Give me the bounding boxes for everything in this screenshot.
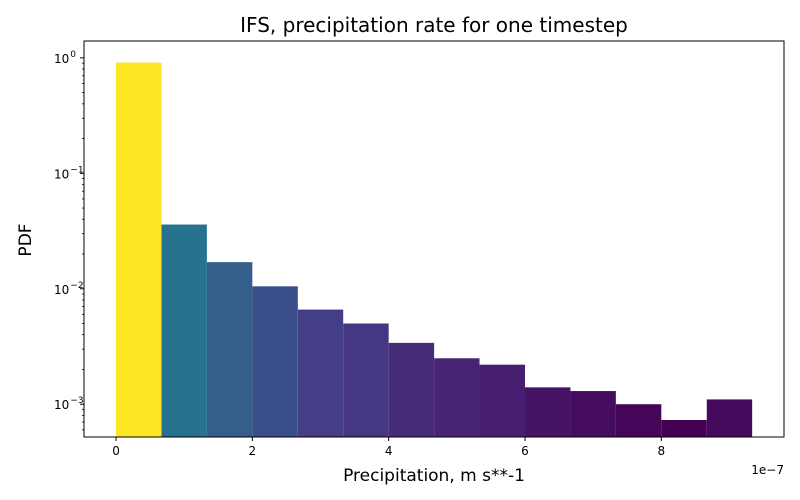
histogram-bar-8 bbox=[479, 364, 525, 437]
histogram-bar-3 bbox=[252, 286, 298, 437]
y-axis-ticks: 10−3 10−2 10−1 100 bbox=[54, 50, 84, 431]
histogram-bar-11 bbox=[615, 404, 662, 437]
x-tick-label-4: 8 bbox=[657, 444, 665, 458]
histogram-bars bbox=[116, 62, 753, 437]
histogram-bar-13 bbox=[706, 399, 753, 437]
y-axis-label: PDF bbox=[16, 223, 36, 256]
x-axis-offset-label: 1e−7 bbox=[751, 463, 784, 477]
x-axis-label: Precipitation, m s**-1 bbox=[343, 466, 525, 486]
histogram-bar-4 bbox=[297, 309, 344, 437]
y-tick-label-3: 100 bbox=[54, 50, 76, 66]
plot-frame bbox=[83, 40, 785, 438]
x-tick-label-2: 4 bbox=[385, 444, 393, 458]
histogram-bar-9 bbox=[524, 387, 571, 437]
x-tick-label-1: 2 bbox=[249, 444, 257, 458]
histogram-bar-5 bbox=[343, 323, 389, 437]
histogram-bar-12 bbox=[661, 419, 707, 437]
histogram-bar-7 bbox=[434, 358, 480, 437]
chart-title: IFS, precipitation rate for one timestep bbox=[240, 13, 628, 37]
x-tick-label-0: 0 bbox=[112, 444, 120, 458]
histogram-bar-6 bbox=[388, 342, 435, 437]
y-tick-label-2: 10−1 bbox=[54, 165, 84, 181]
histogram-bar-2 bbox=[206, 262, 253, 437]
x-axis-ticks: 0 2 4 6 8 bbox=[112, 437, 665, 458]
histogram-bar-10 bbox=[570, 391, 616, 437]
histogram-bar-1 bbox=[161, 224, 207, 437]
histogram-bar-0 bbox=[116, 62, 162, 437]
y-tick-label-0: 10−3 bbox=[54, 396, 84, 412]
y-tick-label-1: 10−2 bbox=[54, 281, 84, 297]
x-tick-label-3: 6 bbox=[521, 444, 529, 458]
